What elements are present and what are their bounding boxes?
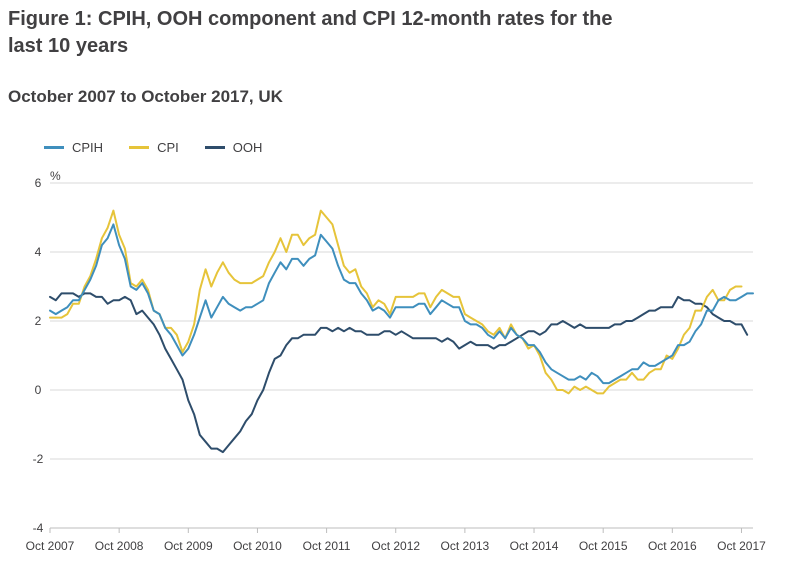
legend-label-cpih: CPIH	[72, 140, 104, 155]
series-line-cpih	[49, 223, 754, 385]
y-tick-label: -2	[33, 452, 44, 466]
x-tick-label: Oct 2012	[371, 539, 420, 553]
y-tick-label: 6	[35, 176, 42, 190]
chart-legend: CPIH CPI OOH	[44, 140, 262, 155]
y-tick-label: -4	[33, 521, 44, 535]
x-tick-label: Oct 2014	[510, 539, 559, 553]
legend-label-cpi: CPI	[157, 140, 179, 155]
legend-item-cpi: CPI	[129, 140, 179, 155]
chart-subtitle: October 2007 to October 2017, UK	[8, 87, 283, 106]
x-tick-label: Oct 2011	[303, 539, 351, 553]
legend-item-ooh: OOH	[204, 140, 263, 155]
legend-swatch-cpi	[129, 146, 150, 149]
x-tick-label: Oct 2016	[648, 539, 697, 553]
y-axis-unit-label: %	[50, 169, 61, 183]
x-tick-label: Oct 2017	[717, 539, 766, 553]
legend-label-ooh: OOH	[232, 140, 263, 155]
series-line-ooh	[49, 292, 749, 454]
y-tick-label: 2	[35, 314, 42, 328]
legend-swatch-ooh	[204, 146, 225, 149]
legend-swatch-cpih	[44, 146, 64, 149]
x-tick-label: Oct 2007	[26, 539, 75, 553]
x-tick-label: Oct 2015	[579, 539, 628, 553]
x-tick-label: Oct 2008	[95, 539, 144, 553]
y-tick-label: 4	[35, 245, 42, 259]
chart-title: Figure 1: CPIH, OOH component and CPI 12…	[8, 8, 613, 57]
y-tick-label: 0	[35, 383, 42, 397]
x-tick-label: Oct 2009	[164, 539, 213, 553]
x-tick-label: Oct 2013	[441, 539, 490, 553]
x-tick-label: Oct 2010	[233, 539, 282, 553]
legend-item-cpih: CPIH	[44, 140, 103, 155]
series-line-cpi	[49, 209, 743, 395]
